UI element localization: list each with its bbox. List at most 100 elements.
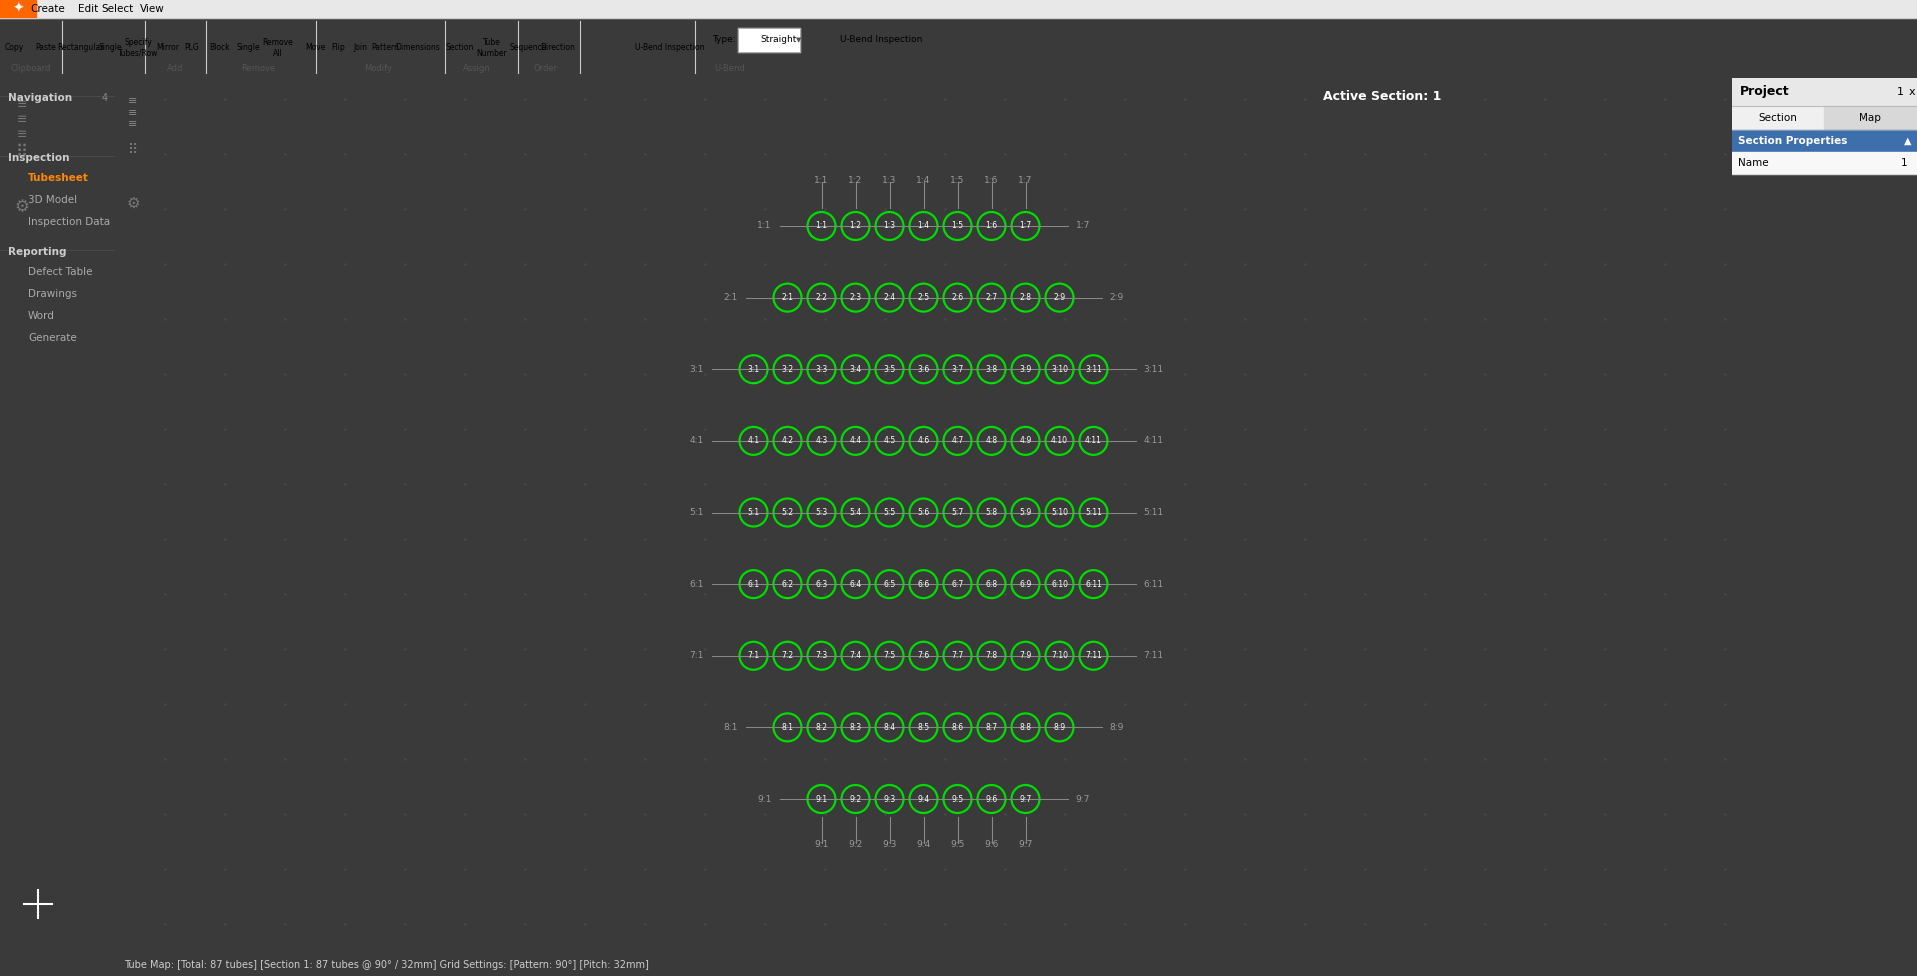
Text: 2:3: 2:3 bbox=[849, 293, 861, 303]
Text: 5:11: 5:11 bbox=[1085, 508, 1102, 517]
Text: 5:9: 5:9 bbox=[1020, 508, 1031, 517]
Text: Block: Block bbox=[209, 44, 230, 53]
Text: 2:9: 2:9 bbox=[1054, 293, 1066, 303]
Text: 9:2: 9:2 bbox=[849, 840, 863, 849]
Text: Direction: Direction bbox=[541, 44, 575, 53]
Text: x: x bbox=[1909, 87, 1915, 97]
Text: 5:8: 5:8 bbox=[985, 508, 997, 517]
Text: 6:4: 6:4 bbox=[849, 580, 861, 589]
Text: 3:1: 3:1 bbox=[748, 365, 759, 374]
Text: 3:8: 3:8 bbox=[985, 365, 997, 374]
Text: Assign: Assign bbox=[464, 64, 491, 73]
Text: Map: Map bbox=[1859, 113, 1881, 123]
Text: 6:11: 6:11 bbox=[1144, 580, 1164, 589]
Text: U-Bend Inspection: U-Bend Inspection bbox=[635, 44, 705, 53]
Text: 8:1: 8:1 bbox=[782, 723, 794, 732]
Text: 7:5: 7:5 bbox=[884, 651, 895, 660]
Text: Pattern: Pattern bbox=[372, 44, 399, 53]
Text: PLG: PLG bbox=[184, 44, 199, 53]
Text: 6:11: 6:11 bbox=[1085, 580, 1102, 589]
Text: 1:6: 1:6 bbox=[985, 222, 997, 230]
Text: 8:2: 8:2 bbox=[815, 723, 828, 732]
Text: Move: Move bbox=[305, 44, 326, 53]
Text: 6:10: 6:10 bbox=[1051, 580, 1068, 589]
Text: 3:5: 3:5 bbox=[884, 365, 895, 374]
Text: 1:6: 1:6 bbox=[983, 176, 999, 185]
Text: 1: 1 bbox=[1900, 158, 1907, 168]
Text: 4:4: 4:4 bbox=[849, 436, 861, 445]
Text: 9:7: 9:7 bbox=[1075, 794, 1091, 803]
Text: 3:9: 3:9 bbox=[1020, 365, 1031, 374]
Text: Section: Section bbox=[1758, 113, 1798, 123]
Text: 9:5: 9:5 bbox=[951, 840, 964, 849]
Text: Inspection Data: Inspection Data bbox=[29, 217, 109, 227]
Text: 1:2: 1:2 bbox=[849, 222, 861, 230]
Text: Section Properties: Section Properties bbox=[1739, 136, 1848, 146]
Text: 3:2: 3:2 bbox=[782, 365, 794, 374]
Text: Single: Single bbox=[98, 44, 123, 53]
Text: 5:5: 5:5 bbox=[884, 508, 895, 517]
Text: 7:10: 7:10 bbox=[1051, 651, 1068, 660]
Text: U-Bend: U-Bend bbox=[715, 64, 746, 73]
Text: Defect Table: Defect Table bbox=[29, 267, 92, 277]
Text: ⠿: ⠿ bbox=[128, 143, 138, 157]
Text: ▼: ▼ bbox=[796, 37, 801, 43]
Text: 9:2: 9:2 bbox=[849, 794, 861, 803]
Text: Straight: Straight bbox=[759, 35, 796, 45]
Text: 3D Model: 3D Model bbox=[29, 195, 77, 205]
Text: Dimensions: Dimensions bbox=[395, 44, 441, 53]
Text: U-Bend Inspection: U-Bend Inspection bbox=[840, 35, 922, 45]
Text: 2:2: 2:2 bbox=[815, 293, 828, 303]
Text: 7:6: 7:6 bbox=[918, 651, 930, 660]
Text: 3:3: 3:3 bbox=[815, 365, 828, 374]
Text: 8:9: 8:9 bbox=[1054, 723, 1066, 732]
Text: 8:3: 8:3 bbox=[849, 723, 861, 732]
Text: Paste: Paste bbox=[36, 44, 56, 53]
Text: Type:: Type: bbox=[711, 35, 736, 45]
Text: 6:1: 6:1 bbox=[748, 580, 759, 589]
Text: 1:3: 1:3 bbox=[884, 222, 895, 230]
Text: ⚙: ⚙ bbox=[15, 198, 29, 216]
Text: 1:4: 1:4 bbox=[916, 176, 930, 185]
Text: Select: Select bbox=[102, 4, 134, 14]
Text: 8:9: 8:9 bbox=[1110, 723, 1123, 732]
Text: Generate: Generate bbox=[29, 333, 77, 343]
Text: 5:2: 5:2 bbox=[782, 508, 794, 517]
Text: 7:11: 7:11 bbox=[1144, 651, 1164, 660]
Text: Rectangular: Rectangular bbox=[58, 44, 104, 53]
Text: 2:5: 2:5 bbox=[918, 293, 930, 303]
Text: 2:4: 2:4 bbox=[884, 293, 895, 303]
Text: 4: 4 bbox=[102, 93, 107, 103]
Text: ≡
≡
≡: ≡ ≡ ≡ bbox=[17, 98, 27, 141]
Text: 4:6: 4:6 bbox=[918, 436, 930, 445]
Text: 5:11: 5:11 bbox=[1144, 508, 1164, 517]
Text: 1:7: 1:7 bbox=[1020, 222, 1031, 230]
Text: 1:3: 1:3 bbox=[882, 176, 897, 185]
Text: 7:4: 7:4 bbox=[849, 651, 861, 660]
Text: Modify: Modify bbox=[364, 64, 391, 73]
Text: 8:7: 8:7 bbox=[985, 723, 997, 732]
Text: 6:1: 6:1 bbox=[688, 580, 704, 589]
Text: 6:7: 6:7 bbox=[951, 580, 964, 589]
Text: 4:9: 4:9 bbox=[1020, 436, 1031, 445]
Text: Navigation: Navigation bbox=[8, 93, 73, 103]
Text: 4:1: 4:1 bbox=[748, 436, 759, 445]
Text: 2:1: 2:1 bbox=[723, 293, 738, 303]
Text: 3:7: 3:7 bbox=[951, 365, 964, 374]
Text: 1:2: 1:2 bbox=[849, 176, 863, 185]
Text: 7:2: 7:2 bbox=[782, 651, 794, 660]
Text: 1:5: 1:5 bbox=[951, 176, 964, 185]
Text: 5:3: 5:3 bbox=[815, 508, 828, 517]
Text: 7:3: 7:3 bbox=[815, 651, 828, 660]
Text: 4:5: 4:5 bbox=[884, 436, 895, 445]
Text: Remove
All: Remove All bbox=[263, 38, 293, 58]
Text: 2:1: 2:1 bbox=[782, 293, 794, 303]
Text: 1:1: 1:1 bbox=[815, 176, 828, 185]
Text: 1:4: 1:4 bbox=[918, 222, 930, 230]
Text: ⚙: ⚙ bbox=[127, 196, 140, 211]
Text: 1: 1 bbox=[1898, 87, 1904, 97]
Text: Order: Order bbox=[535, 64, 558, 73]
Text: 6:2: 6:2 bbox=[782, 580, 794, 589]
Text: 2:8: 2:8 bbox=[1020, 293, 1031, 303]
Text: ⠿: ⠿ bbox=[15, 143, 29, 161]
